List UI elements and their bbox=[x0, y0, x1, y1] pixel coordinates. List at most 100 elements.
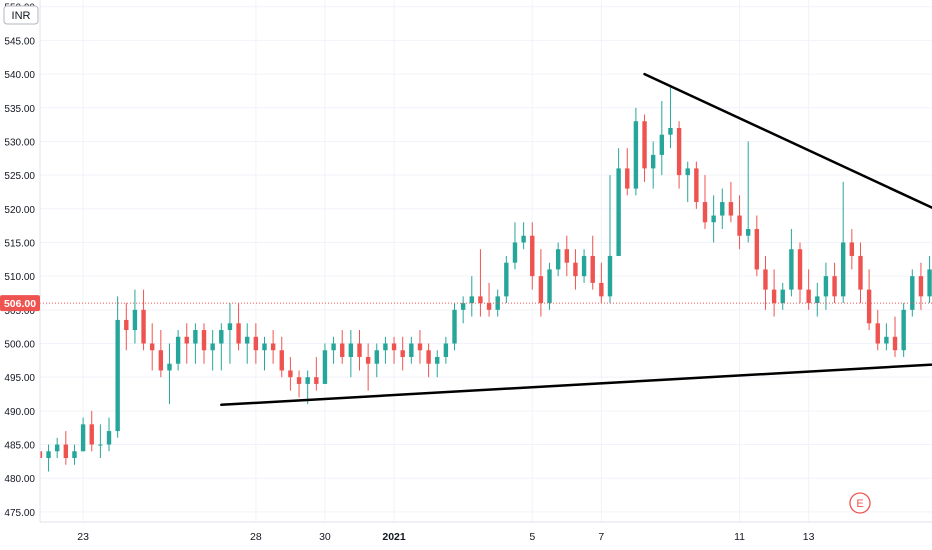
candle-down bbox=[486, 282, 492, 317]
candle-body bbox=[676, 127, 682, 176]
candle-body bbox=[236, 323, 241, 344]
candle-up bbox=[668, 87, 673, 149]
trendline[interactable] bbox=[643, 72, 932, 388]
candle-body bbox=[892, 336, 898, 351]
candle-body bbox=[469, 296, 474, 304]
last-price-tag: 506.00 bbox=[0, 295, 40, 312]
candle-body bbox=[443, 343, 449, 357]
candle-up bbox=[106, 417, 112, 452]
candle-down bbox=[253, 323, 259, 364]
candle-down bbox=[728, 181, 734, 223]
candle-up bbox=[581, 249, 587, 283]
earnings-event-marker[interactable]: E bbox=[849, 492, 871, 514]
candle-up bbox=[175, 330, 181, 371]
candle-body bbox=[555, 249, 561, 270]
candle-up bbox=[435, 350, 440, 378]
price-tick-label: 545.00 bbox=[4, 36, 35, 47]
candle-down bbox=[892, 316, 898, 357]
candle-body bbox=[616, 168, 621, 256]
candle-body bbox=[668, 127, 673, 135]
candle-body bbox=[314, 377, 319, 384]
candle-up bbox=[80, 417, 86, 452]
price-tick-label: 535.00 bbox=[4, 104, 35, 115]
candle-down bbox=[858, 242, 863, 304]
time-axis[interactable]: 232830202157111318202528 bbox=[77, 531, 932, 543]
candle-up bbox=[374, 343, 379, 378]
candle-up bbox=[98, 424, 103, 459]
candle-body bbox=[340, 343, 345, 357]
candle-down bbox=[150, 323, 155, 371]
candle-body bbox=[270, 343, 276, 351]
candle-down bbox=[538, 249, 544, 317]
candle-body bbox=[115, 319, 120, 432]
candle-up bbox=[711, 195, 716, 243]
candle-down bbox=[771, 269, 777, 317]
candle-body bbox=[193, 330, 198, 344]
price-tick-label: 525.00 bbox=[4, 171, 35, 182]
time-tick-label: 23 bbox=[77, 531, 89, 543]
candle-body bbox=[858, 255, 863, 290]
candle-down bbox=[754, 215, 760, 277]
candle-body bbox=[918, 276, 924, 297]
candle-up bbox=[132, 289, 138, 344]
candle-body bbox=[288, 370, 293, 378]
last-price-label: 506.00 bbox=[4, 298, 36, 310]
currency-badge[interactable]: INR bbox=[3, 5, 39, 25]
candle-body bbox=[89, 424, 94, 445]
candle-body bbox=[754, 229, 760, 270]
price-tick-label: 530.00 bbox=[4, 137, 35, 148]
candle-body bbox=[590, 255, 595, 283]
candle-down bbox=[573, 249, 578, 290]
candle-up bbox=[607, 175, 613, 304]
candle-body bbox=[504, 262, 509, 297]
candle-body bbox=[417, 343, 423, 351]
candle-down bbox=[296, 370, 302, 398]
candle-down bbox=[417, 330, 423, 364]
price-tick-label: 505.00 bbox=[4, 306, 35, 317]
candle-down bbox=[340, 330, 345, 364]
candle-body bbox=[262, 343, 267, 351]
price-tick-label: 520.00 bbox=[4, 205, 35, 216]
candle-down bbox=[184, 323, 189, 364]
candle-up bbox=[789, 229, 794, 297]
candle-body bbox=[685, 168, 690, 176]
price-axis[interactable]: 475.00 480.00 485.00 490.00 495.00 500.00 505.… bbox=[4, 3, 35, 519]
candle-body bbox=[910, 276, 915, 310]
candle-down bbox=[875, 309, 880, 351]
candle-up bbox=[115, 296, 120, 438]
candle-body bbox=[720, 202, 725, 216]
candle-body bbox=[98, 444, 103, 446]
candle-down bbox=[63, 431, 69, 465]
event-marker-circle bbox=[849, 492, 871, 514]
candle-up bbox=[901, 303, 906, 357]
candle-body bbox=[175, 336, 181, 364]
candle-body bbox=[383, 343, 388, 351]
candle-body bbox=[167, 363, 172, 371]
candle-body bbox=[521, 235, 526, 243]
candle-body bbox=[642, 121, 647, 169]
candle-up bbox=[815, 282, 820, 317]
candle-up bbox=[469, 276, 474, 317]
candle-up bbox=[72, 444, 77, 465]
candle-up bbox=[841, 181, 846, 304]
candle-down bbox=[400, 336, 405, 371]
candle-body bbox=[296, 377, 302, 384]
candle-body bbox=[486, 303, 492, 310]
trendline[interactable] bbox=[220, 335, 932, 407]
candle-body bbox=[702, 202, 708, 223]
candle-body bbox=[581, 255, 587, 277]
candle-down bbox=[236, 303, 241, 351]
candle-down bbox=[625, 148, 630, 196]
candle-up bbox=[659, 101, 665, 176]
candle-body bbox=[625, 168, 630, 189]
candle-up bbox=[555, 242, 561, 277]
candle-up bbox=[823, 262, 829, 310]
candle-down bbox=[426, 343, 431, 378]
candle-up bbox=[910, 269, 915, 317]
candle-body bbox=[227, 323, 233, 331]
candle-body bbox=[54, 444, 60, 452]
candle-body bbox=[530, 235, 535, 277]
candle-down bbox=[806, 269, 811, 310]
time-tick-label: 13 bbox=[803, 531, 815, 543]
